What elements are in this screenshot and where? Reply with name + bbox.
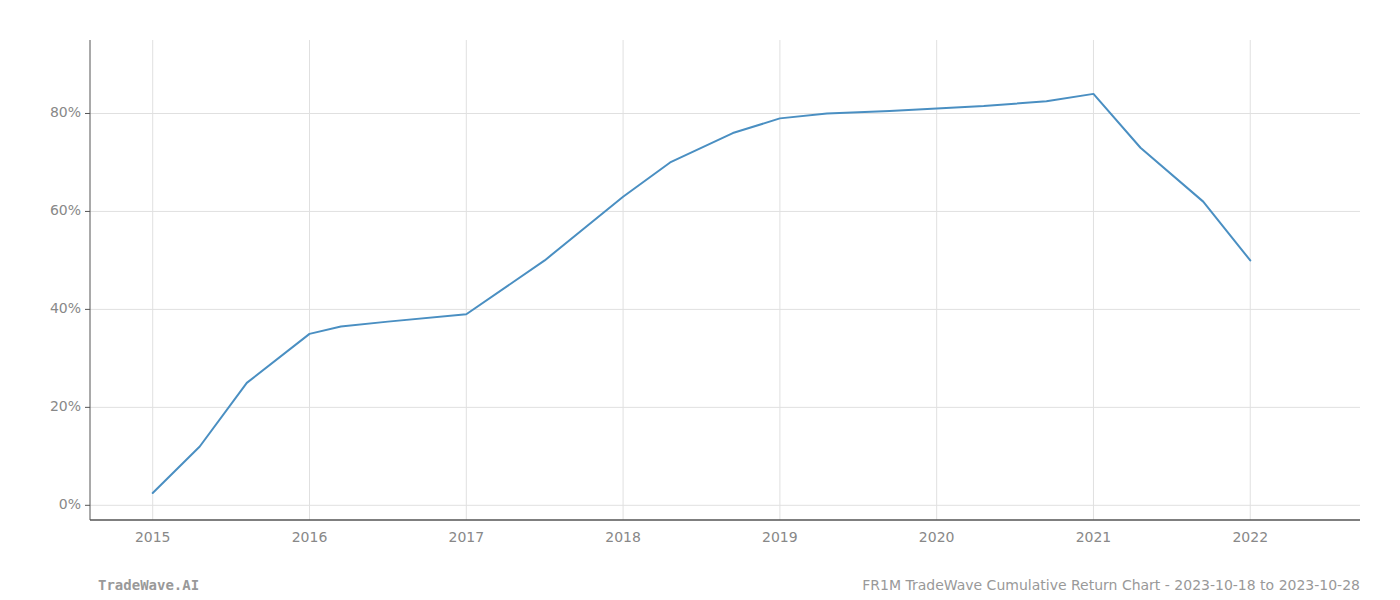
y-grid-line — [90, 113, 1360, 114]
footer-right: FR1M TradeWave Cumulative Return Chart -… — [862, 577, 1360, 593]
chart: 0% 20% 40% 60% 80% 2015 2016 2017 2018 2019 2020 20… — [0, 0, 1400, 600]
x-grid-line — [466, 40, 467, 520]
y-tick — [85, 113, 90, 114]
y-tick-label: 0% — [59, 496, 81, 512]
x-grid-line — [936, 40, 937, 520]
x-axis-line — [90, 519, 1360, 521]
y-tick — [85, 211, 90, 212]
y-tick — [85, 309, 90, 310]
x-grid-line — [779, 40, 780, 520]
x-tick-label: 2019 — [762, 529, 798, 545]
x-tick-label: 2022 — [1232, 529, 1268, 545]
x-tick-label: 2020 — [919, 529, 955, 545]
x-grid-line — [623, 40, 624, 520]
x-tick-label: 2018 — [605, 529, 641, 545]
x-tick-label: 2015 — [135, 529, 171, 545]
x-grid-line — [1093, 40, 1094, 520]
footer-left: TradeWave.AI — [98, 577, 199, 593]
y-grid-line — [90, 505, 1360, 506]
page: {"chart_data": {"type": "line", "x": [20… — [0, 0, 1400, 600]
data-line — [153, 94, 1251, 493]
plot-area — [153, 94, 1251, 493]
y-tick — [85, 505, 90, 506]
grid — [90, 40, 1360, 520]
x-grid-line — [1250, 40, 1251, 520]
x-tick-label: 2021 — [1076, 529, 1112, 545]
x-grid-line — [309, 40, 310, 520]
y-grid-line — [90, 211, 1360, 212]
y-grid-line — [90, 309, 1360, 310]
x-tick-label: 2016 — [292, 529, 328, 545]
y-tick-label: 60% — [50, 202, 81, 218]
y-grid-line — [90, 407, 1360, 408]
y-tick-label: 20% — [50, 398, 81, 414]
axes: 0% 20% 40% 60% 80% 2015 2016 2017 2018 2019 2020 20… — [50, 40, 1360, 545]
y-axis-line — [90, 40, 91, 520]
x-grid-line — [152, 40, 153, 520]
x-tick-label: 2017 — [448, 529, 484, 545]
y-tick — [85, 407, 90, 408]
y-tick-label: 40% — [50, 300, 81, 316]
y-tick-label: 80% — [50, 104, 81, 120]
